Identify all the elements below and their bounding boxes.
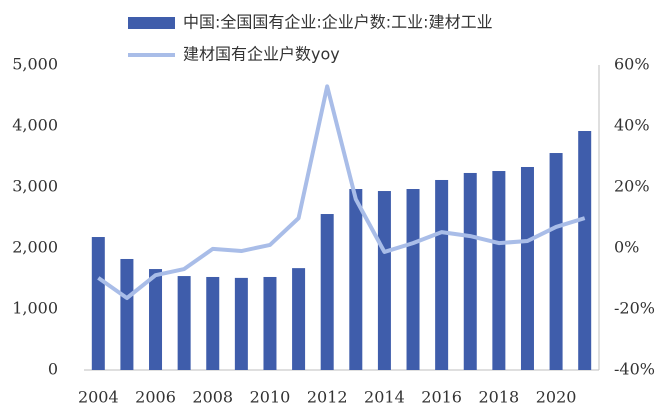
bar <box>292 268 306 370</box>
bar <box>349 189 363 370</box>
x-tick-label: 2010 <box>250 388 291 407</box>
x-tick-label: 2016 <box>421 388 462 407</box>
x-tick-label: 2018 <box>479 388 520 407</box>
bar <box>406 189 420 370</box>
x-tick-label: 2004 <box>78 388 119 407</box>
y-tick-label: 3,000 <box>12 177 58 196</box>
legend-label: 建材国有企业户数yoy <box>183 45 340 64</box>
bar <box>177 276 191 370</box>
y-tick-label: 1,000 <box>12 299 58 318</box>
bar <box>234 277 248 370</box>
y2-tick-label: -20% <box>614 299 655 318</box>
line <box>97 84 586 301</box>
bar <box>549 153 563 370</box>
bar <box>435 179 449 370</box>
bar <box>263 276 277 370</box>
y2-tick-label: 60% <box>614 55 650 74</box>
bar <box>492 171 506 370</box>
y2-tick-label: 20% <box>614 177 650 196</box>
y2-tick-label: 0% <box>614 238 639 257</box>
bar <box>91 237 105 370</box>
x-tick-label: 2006 <box>135 388 176 407</box>
y2-tick-label: 40% <box>614 116 650 135</box>
bar <box>320 214 334 370</box>
y-tick-label: 4,000 <box>12 116 58 135</box>
y-tick-label: 0 <box>48 360 58 379</box>
x-tick-label: 2012 <box>307 388 348 407</box>
x-tick-label: 2020 <box>536 388 577 407</box>
bar <box>206 276 220 370</box>
x-tick-label: 2008 <box>192 388 233 407</box>
x-tick-label: 2014 <box>364 388 405 407</box>
y2-tick-label: -40% <box>614 360 655 379</box>
y-tick-label: 5,000 <box>12 55 58 74</box>
bar <box>463 172 477 370</box>
bar <box>120 258 134 370</box>
bar <box>149 269 163 370</box>
bar <box>377 191 391 370</box>
bar <box>578 131 592 370</box>
y-tick-label: 2,000 <box>12 238 58 257</box>
legend-swatch <box>128 17 175 29</box>
bar <box>520 166 534 370</box>
legend-label: 中国:全国国有企业:企业户数:工业:建材工业 <box>183 13 493 32</box>
